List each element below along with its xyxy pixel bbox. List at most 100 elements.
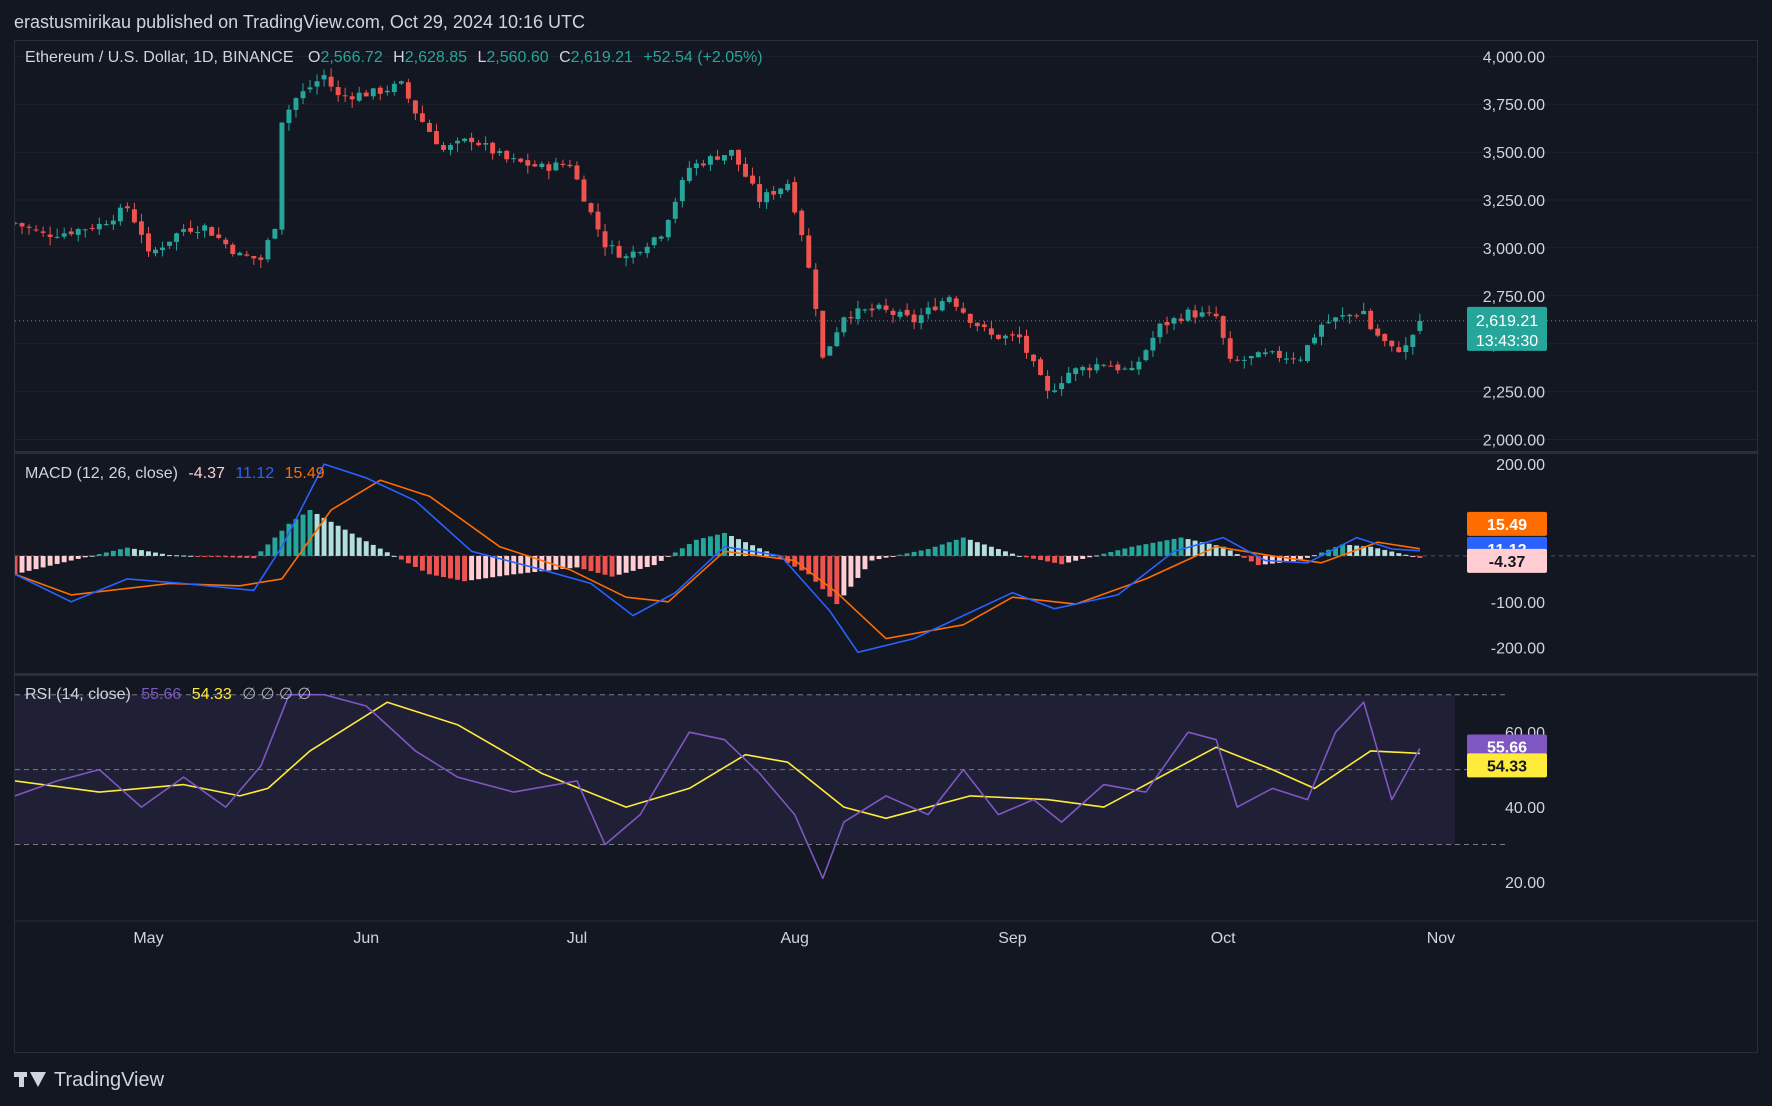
macd-legend: MACD (12, 26, close) -4.37 11.12 15.49 bbox=[25, 464, 331, 484]
macd-histogram-bar bbox=[988, 546, 994, 556]
rsi-tick-label: 40.00 bbox=[1505, 800, 1545, 817]
candle-body bbox=[1234, 359, 1240, 361]
macd-histogram-bar bbox=[1361, 546, 1367, 556]
macd-histogram-bar bbox=[567, 555, 573, 569]
candle-body bbox=[1031, 354, 1036, 362]
macd-signal-line bbox=[15, 479, 1421, 640]
candle-body bbox=[237, 252, 243, 256]
candle-body bbox=[490, 142, 496, 154]
macd-histogram-bar bbox=[595, 555, 601, 573]
macd-histogram-bar bbox=[1143, 544, 1149, 556]
macd-histogram-bar bbox=[918, 550, 924, 556]
macd-histogram-bar bbox=[876, 555, 882, 560]
macd-signal-badge-bg bbox=[1467, 511, 1547, 536]
candle-body bbox=[686, 167, 692, 181]
macd-histogram-bar bbox=[1269, 555, 1275, 564]
macd-title[interactable]: MACD (12, 26, close) bbox=[25, 465, 178, 482]
symbol-title[interactable]: Ethereum / U.S. Dollar, 1D, BINANCE bbox=[25, 49, 294, 66]
macd-histogram-bar bbox=[1347, 545, 1353, 556]
macd-histogram-bar bbox=[15, 555, 18, 575]
open-value: 2,566.72 bbox=[320, 49, 383, 66]
footer: TradingView bbox=[14, 1066, 164, 1094]
candle-body bbox=[412, 100, 418, 114]
candle-body bbox=[1375, 328, 1381, 336]
tradingview-logo-icon[interactable] bbox=[14, 1070, 46, 1090]
rsi-value-badge-text: 55.66 bbox=[1487, 739, 1527, 756]
macd-histogram-bar bbox=[75, 555, 81, 559]
rsi-extra: ∅ ∅ ∅ ∅ bbox=[242, 686, 312, 703]
candle-body bbox=[202, 225, 208, 231]
macd-histogram-bar bbox=[89, 555, 95, 557]
candle-body bbox=[167, 241, 172, 246]
rsi-value-badge-bg bbox=[1467, 734, 1547, 759]
candle-body bbox=[693, 163, 699, 169]
candle-body bbox=[1389, 340, 1395, 347]
price-tick-label: 3,250.00 bbox=[1483, 193, 1545, 210]
candle-body bbox=[117, 207, 123, 222]
candle-body bbox=[581, 179, 587, 202]
candle-body bbox=[110, 220, 116, 225]
candle-body bbox=[26, 226, 32, 228]
candle-body bbox=[960, 308, 966, 313]
candle-body bbox=[96, 223, 102, 230]
macd-histogram-bar bbox=[1178, 537, 1184, 556]
candle-body bbox=[1080, 366, 1086, 371]
macd-histogram-bar bbox=[925, 549, 931, 556]
candle-body bbox=[483, 143, 489, 145]
candle-body bbox=[1129, 367, 1135, 371]
macd-histogram-bar bbox=[1192, 540, 1198, 556]
macd-histogram-bar bbox=[342, 529, 348, 556]
candle-body bbox=[532, 164, 538, 167]
candle-body bbox=[251, 255, 257, 259]
macd-signal-badge: 15.49 bbox=[1467, 511, 1547, 536]
publisher-name[interactable]: erastusmirikau bbox=[14, 12, 132, 32]
macd-histogram-bar bbox=[117, 549, 123, 556]
macd-histogram-bar bbox=[272, 537, 278, 556]
macd-histogram-bar bbox=[1375, 548, 1381, 556]
candle-body bbox=[455, 140, 460, 144]
macd-histogram-bar bbox=[293, 519, 299, 556]
macd-histogram-bar bbox=[1073, 555, 1079, 561]
macd-histogram-bar bbox=[644, 555, 650, 568]
macd-histogram-bar bbox=[1017, 555, 1022, 557]
macd-histogram-bar bbox=[820, 555, 826, 590]
candle-body bbox=[602, 231, 608, 248]
macd-histogram-bar bbox=[651, 555, 657, 566]
macd-histogram-bar bbox=[862, 555, 868, 570]
candle-body bbox=[103, 224, 109, 226]
candle-body bbox=[1024, 335, 1029, 353]
chart-canvas[interactable]: 2,000.002,250.002,500.002,750.003,000.00… bbox=[15, 41, 1757, 1052]
candle-body bbox=[1347, 314, 1353, 317]
macd-histogram-bar bbox=[1066, 555, 1072, 563]
macd-tick-label: -100.00 bbox=[1491, 595, 1545, 612]
candle-body bbox=[1305, 345, 1310, 362]
macd-histogram-bar bbox=[1045, 555, 1051, 562]
macd-histogram-bar bbox=[581, 555, 587, 570]
candle-body bbox=[939, 301, 945, 311]
candle-body bbox=[1115, 364, 1121, 371]
bar-countdown: 13:43:30 bbox=[1476, 333, 1538, 350]
macd-histogram-bar bbox=[160, 553, 165, 556]
rsi-title[interactable]: RSI (14, close) bbox=[25, 686, 131, 703]
macd-histogram-bar bbox=[1220, 546, 1226, 556]
macd-histogram-bar bbox=[1108, 551, 1114, 556]
candle-body bbox=[616, 245, 622, 258]
candle-body bbox=[841, 317, 847, 333]
candle-body bbox=[293, 98, 299, 110]
candle-body bbox=[61, 233, 67, 237]
macd-histogram-bar bbox=[588, 555, 594, 572]
brand-name[interactable]: TradingView bbox=[54, 1068, 165, 1091]
candle-body bbox=[1403, 345, 1409, 353]
macd-histogram-bar bbox=[1115, 550, 1121, 556]
macd-histogram-bar bbox=[1150, 542, 1156, 556]
macd-histogram-bar bbox=[54, 555, 60, 564]
candle-body bbox=[124, 206, 130, 209]
candle-body bbox=[370, 88, 376, 97]
rsi-value-badge: 55.66 bbox=[1467, 734, 1547, 759]
last-price-value: 2,619.21 bbox=[1476, 313, 1538, 330]
macd-histogram-bar bbox=[195, 555, 201, 557]
candle-body bbox=[518, 158, 524, 162]
macd-histogram-bar bbox=[1129, 546, 1135, 556]
candle-body bbox=[574, 165, 580, 180]
macd-histogram-bar bbox=[616, 555, 622, 575]
